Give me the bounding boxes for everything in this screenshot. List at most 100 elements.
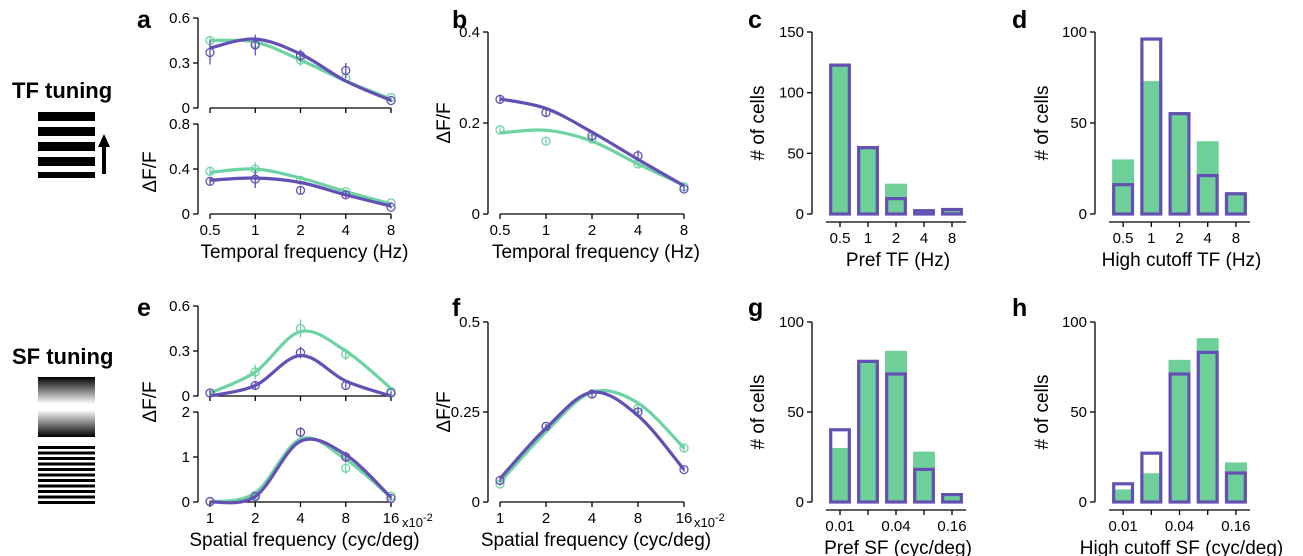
panel-e-bottom-xtick-label: 8: [342, 510, 350, 527]
panel-h-ylabel: # of cells: [1032, 375, 1053, 450]
panel-c-xtick-label: 8: [948, 230, 956, 247]
panel-c-xtick-label: 0.5: [830, 230, 851, 247]
panel-h-bar-outline: [1196, 350, 1219, 504]
panel-h-panel-label: h: [1012, 294, 1027, 322]
panel-f-fit-purple: [498, 390, 686, 480]
panel-f-ytick-label: 0.25: [451, 404, 480, 421]
panel-a-top-point-purple: [341, 65, 351, 76]
panel-h-xtick-label: 0.16: [1221, 518, 1250, 535]
panel-e-top-panel-label: e: [137, 294, 151, 322]
panel-b: 0 0.2 0.4 0.5 1 2 4 8 b ΔF/F Temporal frequency (H…: [434, 6, 700, 263]
panel-d-ytick-label: 100: [1062, 24, 1087, 41]
panel-b-xtick-label: 4: [634, 222, 642, 239]
panel-f-point-purple: [541, 421, 551, 432]
panel-b-point-green: [541, 136, 551, 146]
panel-e-top: 0 0.3 0.6 e: [137, 294, 396, 405]
panel-e-bottom-xlabel: Spatial frequency (cyc/deg): [189, 530, 419, 551]
panel-b-point-green: [495, 125, 505, 135]
panel-f-xtick-label: 4: [588, 510, 596, 527]
panel-a-top: 0 0.3 0.6 a: [137, 6, 396, 117]
panel-e-top-fit-purple: [209, 353, 392, 398]
panel-e-top-point-green: [341, 349, 351, 359]
panel-c-bar-outline: [829, 63, 851, 216]
panel-a-top-ytick-label: 0.6: [169, 10, 190, 27]
panel-g-panel-label: g: [748, 294, 763, 322]
panel-a-bottom-xtick-label: 0.5: [200, 222, 221, 239]
panel-e-bottom-ytick-label: 0: [182, 494, 190, 511]
tf-grating-icon: [38, 112, 95, 178]
panel-c-ylabel: # of cells: [748, 86, 769, 161]
panel-a-bottom-ytick-label: 0.4: [169, 161, 190, 178]
panel-b-xtick-label: 2: [588, 222, 596, 239]
panel-f-point-purple: [679, 464, 689, 475]
panel-e-top-ytick-label: 0: [182, 388, 190, 405]
panel-g-ytick-label: 50: [787, 404, 804, 421]
panel-b-point-purple: [541, 107, 551, 118]
panel-d-bar-outline: [1168, 112, 1191, 216]
panel-g-ytick-label: 0: [796, 494, 804, 511]
panel-f-xtick-label: 1: [496, 510, 504, 527]
panel-d-ytick-label: 50: [1070, 115, 1087, 132]
panel-h-xlabel: High cutoff SF (cyc/deg): [1080, 538, 1283, 556]
panel-d-xtick-label: 4: [1204, 230, 1212, 247]
panel-f-panel-label: f: [452, 294, 461, 322]
panel-c-xtick-label: 1: [864, 230, 872, 247]
panel-g-bar-filled: [913, 451, 935, 502]
panel-g-bar-outline: [857, 359, 879, 504]
panel-f-point-purple: [495, 475, 505, 486]
panel-g-bar-filled: [885, 350, 907, 502]
sf-tuning-label: SF tuning: [12, 344, 113, 369]
panel-b-ylabel: ΔF/F: [434, 102, 455, 143]
low-sf-grating-icon: [38, 377, 95, 437]
panel-f-xtick-label: 2: [542, 510, 550, 527]
panel-a-bottom-xlabel: Temporal frequency (Hz): [200, 242, 408, 263]
panel-a-bottom-xtick-label: 2: [296, 222, 304, 239]
panel-e-bottom-fit-green: [209, 436, 393, 504]
f-exponent-label: x10-2: [694, 512, 725, 530]
panel-d-ylabel: # of cells: [1032, 86, 1053, 161]
panel-e-bottom-ytick-label: 2: [182, 404, 190, 421]
panel-a-bottom-point-green: [205, 166, 215, 176]
panel-h-xtick-label: 0.01: [1108, 518, 1137, 535]
panel-g-xlabel: Pref SF (cyc/deg): [824, 538, 972, 556]
panel-e-bottom-point-purple: [341, 452, 351, 462]
panel-d-bar-filled: [1112, 159, 1135, 214]
panel-g-xtick-label: 0.04: [881, 518, 910, 535]
up-arrow-icon: [98, 134, 110, 174]
panel-b-point-purple: [633, 151, 643, 161]
panel-e-top-fit-green: [209, 329, 393, 395]
panel-e-bottom-ytick-label: 1: [182, 449, 190, 466]
panel-b-point-purple: [495, 94, 505, 104]
panel-e-bottom-point-green: [341, 463, 351, 473]
panel-g: 0 50 100 0.01 0.04 0.16 g # of cells Pref SF (cy…: [748, 294, 972, 556]
panel-e-bottom-fit-purple: [209, 437, 393, 505]
panel-a-bottom-ytick-label: 0.8: [169, 116, 190, 133]
panel-f-ytick-label: 0.5: [459, 314, 480, 331]
panel-g-bar-outline: [941, 493, 963, 504]
panel-c-xtick-label: 4: [920, 230, 928, 247]
panel-g-xtick-label: 0.16: [937, 518, 966, 535]
panel-e-top-point-purple: [205, 388, 215, 398]
panel-h-bar-filled: [1112, 489, 1135, 502]
panel-h-bar-outline: [1168, 372, 1191, 504]
panel-e-bottom-point-purple: [386, 493, 396, 504]
panel-b-ytick-label: 0.2: [459, 115, 480, 132]
panel-d-panel-label: d: [1012, 6, 1027, 34]
panel-d-bar-outline: [1140, 37, 1163, 216]
panel-e-top-point-purple: [295, 347, 306, 358]
panel-c: 0 50 100 150 0.5 1 2 4 8 c # of cells Pref TF (Hz): [748, 6, 966, 271]
panel-b-ytick-label: 0.4: [459, 24, 480, 41]
panel-c-bar-filled: [829, 63, 851, 215]
panel-e-top-point-purple: [341, 380, 351, 391]
panel-g-ylabel: # of cells: [748, 375, 769, 450]
panel-h: 0 50 100 0.01 0.04 0.16 h # of cells High cutoff…: [1012, 294, 1283, 556]
panel-f-point-purple: [587, 389, 597, 399]
panel-a-bottom-point-purple: [386, 202, 396, 212]
panel-d-bar-filled: [1196, 141, 1219, 214]
panel-d-xlabel: High cutoff TF (Hz): [1102, 250, 1262, 271]
panel-e-bottom-xtick-label: 16: [383, 510, 400, 527]
panel-a-bottom: 0 0.4 0.8 0.5 1 2 4 8 ΔF/F Temporal frequency (Hz…: [140, 116, 409, 263]
panel-h-bar-filled: [1168, 359, 1191, 502]
panel-f-xlabel: Spatial frequency (cyc/deg): [481, 530, 711, 551]
